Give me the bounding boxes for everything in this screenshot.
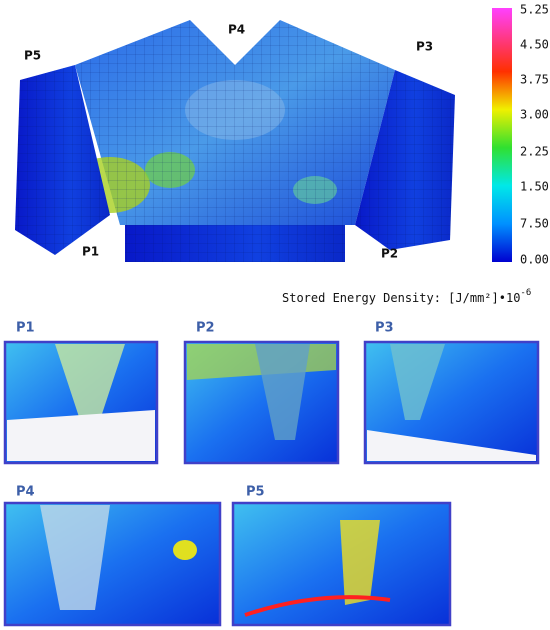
colorbar-tick-label: 4.50 xyxy=(520,38,549,52)
inset-label: P3 xyxy=(375,321,394,336)
inset-label: P4 xyxy=(16,485,35,500)
inset-label: P2 xyxy=(196,321,215,336)
point-label: P3 xyxy=(416,40,433,54)
mesh xyxy=(75,20,395,225)
inset-region xyxy=(367,430,536,461)
colorbar-tick-label: 3.75 xyxy=(520,73,549,87)
point-label: P5 xyxy=(24,49,41,63)
inset-p4 xyxy=(3,501,222,627)
point-label: P1 xyxy=(82,245,99,259)
inset-hotspot xyxy=(173,540,197,560)
mesh xyxy=(355,70,455,250)
inset-p5 xyxy=(231,501,452,627)
insets: P1 P2 P3 P4 P5 xyxy=(3,321,540,627)
colorbar-title-text: Stored Energy Density: [J/mm²]•10 xyxy=(282,291,520,305)
inset-region xyxy=(7,410,155,461)
inset-region xyxy=(340,520,380,605)
inset-region xyxy=(255,344,310,440)
mesh xyxy=(125,225,345,262)
inset-region xyxy=(55,344,125,420)
inset-label: P1 xyxy=(16,321,35,336)
mesh xyxy=(15,65,110,255)
inset-hotspot xyxy=(244,595,391,617)
colorbar-tick-label: 3.00 xyxy=(520,108,549,122)
colorbar-exponent: -6 xyxy=(520,288,531,298)
inset-region xyxy=(40,505,110,610)
model: P1 P2 P3 P4 P5 xyxy=(15,20,455,262)
colorbar-tick-label: 5.25 xyxy=(520,3,549,17)
colorbar-tick-label: 0.00 xyxy=(520,253,549,267)
inset-region xyxy=(390,344,445,420)
point-label: P2 xyxy=(381,247,398,261)
point-label: P4 xyxy=(228,23,245,37)
colorbar: 5.25 4.50 3.75 3.00 2.25 1.50 7.50 0.00 … xyxy=(282,3,549,305)
inset-label: P5 xyxy=(246,485,265,500)
colorbar-tick-label: 7.50 xyxy=(520,217,549,231)
colorbar-tick-label: 2.25 xyxy=(520,145,549,159)
colorbar-title: Stored Energy Density: [J/mm²]•10-6 xyxy=(282,288,531,305)
colorbar-gradient xyxy=(492,8,512,262)
colorbar-tick-label: 1.50 xyxy=(520,180,549,194)
